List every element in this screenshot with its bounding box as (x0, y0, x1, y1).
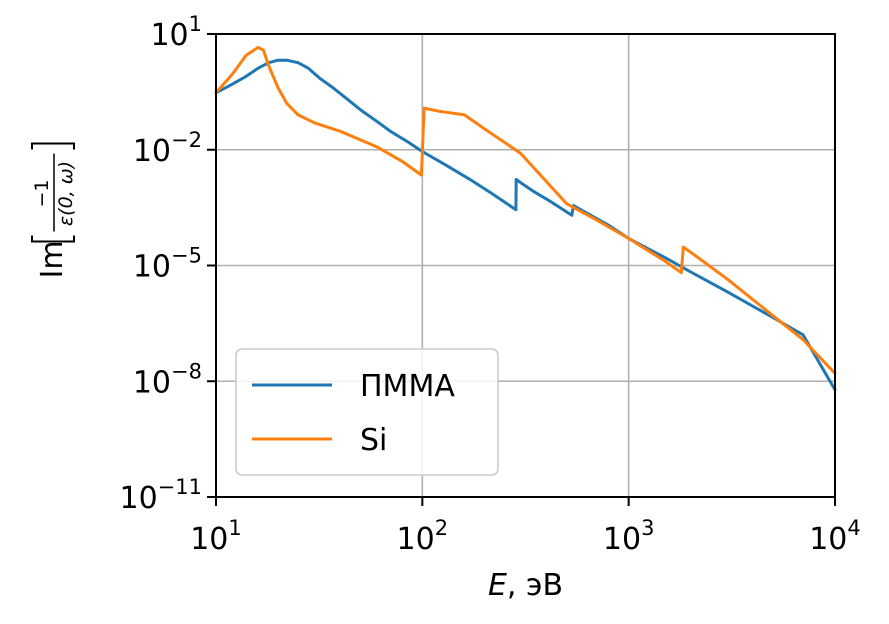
y-tick-label-exponent: −2 (171, 128, 202, 152)
x-tick-label: 102 (397, 516, 449, 557)
x-tick-label: 104 (809, 516, 861, 557)
x-tick-label: 103 (603, 516, 655, 557)
x-tick-label-exponent: 1 (228, 516, 241, 540)
y-tick-label-exponent: 1 (189, 12, 202, 36)
y-tick-label-exponent: −11 (158, 475, 202, 499)
x-axis-label: E, эВ (488, 568, 563, 603)
y-tick-label: 10−2 (133, 128, 202, 169)
y-tick-label-base: 10 (133, 250, 171, 285)
y-tick-label-base: 10 (133, 365, 171, 400)
y-tick-label-base: 10 (133, 134, 171, 169)
y-axis-label-bracket-right (31, 142, 75, 150)
y-tick-label-base: 10 (119, 481, 157, 516)
y-tick-label: 101 (150, 12, 202, 53)
y-tick-label-exponent: −5 (171, 244, 202, 268)
y-tick-label-base: 10 (150, 18, 188, 53)
y-axis-label-bracket-left (31, 235, 75, 243)
y-axis-label-prefix: Im (35, 240, 70, 278)
x-tick-label: 101 (190, 516, 242, 557)
x-tick-label-base: 10 (809, 522, 847, 557)
legend-label-1: Si (360, 423, 387, 458)
x-axis-label-symbol: E (488, 568, 507, 603)
y-tick-label: 10−8 (133, 359, 202, 400)
legend-label-0: ПММА (360, 369, 455, 404)
x-axis-label-unit: , эВ (507, 568, 563, 603)
x-tick-label-exponent: 3 (641, 516, 654, 540)
y-axis-label: Im −1 ε(0, ω) (31, 142, 77, 279)
x-tick-label-exponent: 2 (435, 516, 448, 540)
series-line-1 (214, 45, 837, 375)
y-axis-label-numerator: −1 (31, 179, 53, 207)
y-tick-label: 10−11 (119, 475, 202, 516)
series-line-0 (214, 58, 837, 392)
x-tick-label-exponent: 4 (847, 516, 860, 540)
x-tick-label-base: 10 (190, 522, 228, 557)
x-tick-label-base: 10 (397, 522, 435, 557)
legend: ПММА Si (235, 348, 499, 476)
legend-box (235, 348, 499, 476)
y-tick-label-exponent: −8 (171, 359, 202, 383)
x-tick-label-base: 10 (603, 522, 641, 557)
series-group (214, 45, 837, 392)
y-tick-label: 10−5 (133, 244, 202, 285)
y-axis-label-denominator: ε(0, ω) (55, 161, 77, 226)
